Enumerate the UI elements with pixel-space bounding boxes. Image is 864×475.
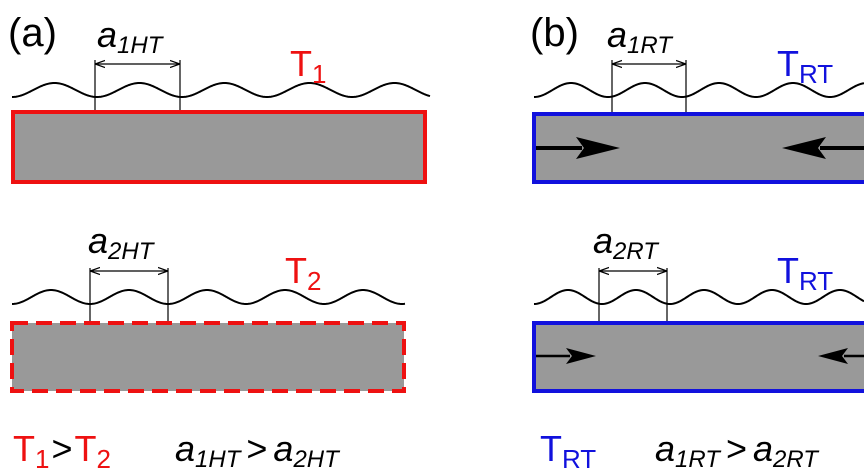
caption-a1ht-gt-a2ht: a1HT > a2HT	[175, 428, 341, 473]
caption-t1-gt-t2: T1>T2	[13, 428, 111, 474]
caption-trt: TRT	[540, 428, 596, 474]
wave-b-top	[533, 81, 864, 99]
panel-a-bottom: a2HT T2	[10, 220, 406, 393]
temp-label-trt: TRT	[777, 250, 833, 296]
spacing-label-a1ht: a1HT	[97, 14, 165, 59]
panel-a: (a) a1HT T1 a2HT T2 T1>T2 a1HT > a2HT	[8, 11, 431, 474]
caption-a1rt-gt-a2rt: a1RT > a2RT	[655, 428, 820, 473]
panel-b-top: a1RT TRT	[532, 14, 864, 184]
temp-label-trt: TRT	[777, 43, 833, 89]
panel-b: (b) a1RT TRT a2RT TRT	[530, 11, 864, 474]
panel-b-bottom: a2RT TRT	[532, 220, 864, 393]
spacing-label-a2rt: a2RT	[593, 220, 660, 265]
temp-label-t1: T1	[290, 43, 326, 89]
panel-a-caption: T1>T2 a1HT > a2HT	[13, 428, 341, 474]
wave-b-bottom	[533, 288, 864, 306]
substrate-bar-solid	[11, 110, 427, 184]
compression-arrow-left-head	[566, 348, 596, 364]
substrate-bar-dashed	[10, 321, 406, 393]
compression-arrow-right-head	[818, 348, 848, 364]
compression-arrow-right-head	[782, 137, 826, 159]
panel-a-top: a1HT T1	[11, 14, 431, 184]
spacing-label-a1rt: a1RT	[607, 14, 674, 59]
spacing-label-a2ht: a2HT	[88, 220, 156, 265]
compression-arrow-left-head	[576, 137, 620, 159]
panel-b-label: (b)	[530, 11, 579, 55]
wave-a-bottom	[11, 288, 406, 306]
panel-b-caption: TRT a1RT > a2RT	[540, 428, 820, 474]
temp-label-t2: T2	[285, 250, 321, 296]
panel-a-label: (a)	[8, 11, 57, 55]
wave-a-top	[11, 82, 431, 99]
